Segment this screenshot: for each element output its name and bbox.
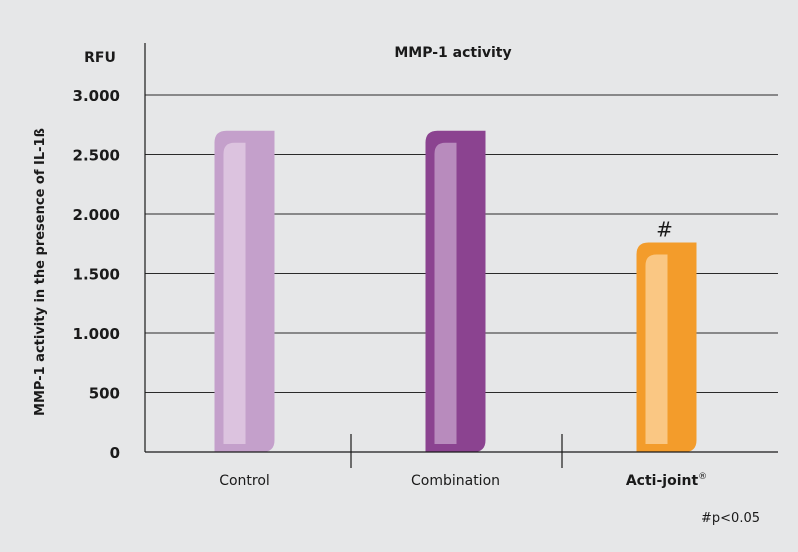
labels: RFU MMP-1 activity MMP-1 activity in the…: [33, 45, 760, 526]
y-axis-label: MMP-1 activity in the presence of IL-1ß: [33, 128, 48, 416]
chart-title: MMP-1 activity: [394, 45, 511, 61]
bar-highlight: [645, 254, 668, 444]
bar-highlight: [223, 142, 246, 444]
x-tick-label: Control: [219, 473, 270, 489]
axes: [144, 43, 778, 468]
x-tick-label-text: Acti-joint: [626, 473, 699, 489]
bars: [214, 130, 697, 452]
y-tick-label: 2.000: [73, 206, 120, 224]
y-tick-label: 0: [110, 444, 120, 462]
footnote: #p<0.05: [701, 511, 760, 526]
x-tick-label-text: Control: [219, 473, 270, 489]
y-tick-label: 3.000: [73, 87, 120, 105]
y-tick-label: 500: [89, 385, 120, 403]
significance-marker: #: [656, 218, 673, 242]
bar-highlight: [434, 142, 457, 444]
y-tick-label: 1.000: [73, 325, 120, 343]
unit-label: RFU: [84, 50, 116, 66]
x-tick-label: Acti-joint®: [626, 472, 707, 489]
x-tick-label-text: Combination: [411, 473, 500, 489]
y-tick-label: 1.500: [73, 266, 120, 284]
x-tick-label: Combination: [411, 473, 500, 489]
trademark-symbol: ®: [698, 472, 707, 482]
y-tick-label: 2.500: [73, 147, 120, 165]
